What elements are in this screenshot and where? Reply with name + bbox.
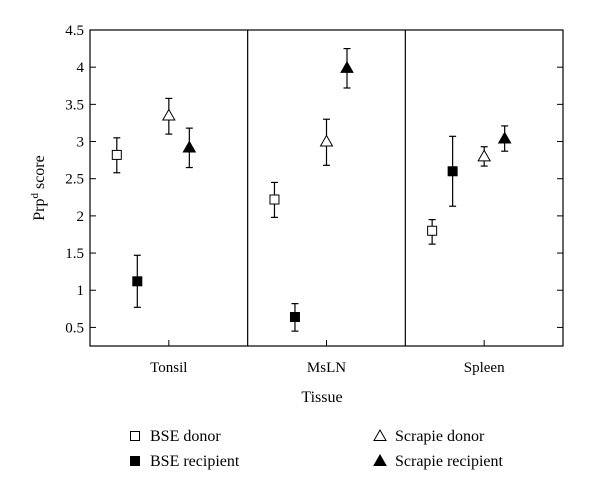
series-scrapie-recipient [182, 47, 512, 169]
data-point [289, 312, 300, 323]
data-point [340, 60, 354, 73]
data-point [427, 225, 438, 236]
legend-item: Scrapie donor [373, 428, 485, 445]
series-bse-recipient [132, 135, 458, 332]
data-point [161, 108, 176, 121]
y-tick-label: 0.5 [65, 320, 84, 336]
legend-item: BSE recipient [130, 453, 240, 470]
y-tick-label: 1 [77, 283, 85, 299]
y-tick-label: 3 [77, 135, 85, 151]
y-tick-label: 2 [77, 209, 85, 225]
data-point [111, 149, 122, 160]
y-axis: 0.5 1 1.5 2 2.5 3 3.5 4 4.5 [65, 23, 563, 336]
legend: BSE donor BSE recipient Scrapie donor Scrap… [130, 428, 504, 470]
legend-item: Scrapie recipient [373, 453, 504, 470]
data-point [319, 134, 334, 147]
legend-marker [373, 453, 387, 466]
x-tick-label: Tonsil [150, 360, 187, 376]
y-tick-label: 3.5 [65, 97, 84, 113]
legend-item: BSE donor [130, 428, 221, 445]
y-axis-title-base: Prp [31, 199, 48, 221]
series-scrapie-donor [161, 97, 492, 167]
data-point [497, 131, 512, 144]
data-point [269, 194, 280, 205]
data-points [111, 47, 512, 332]
legend-marker [373, 428, 387, 441]
legend-label: BSE donor [150, 428, 221, 445]
plot-border [89, 29, 564, 347]
data-point [132, 276, 143, 287]
y-axis-title: Prpd score [29, 155, 48, 221]
y-axis-title-superscript: d [29, 193, 41, 199]
legend-label: BSE recipient [150, 453, 240, 470]
y-tick-label: 1.5 [65, 246, 84, 262]
series-bse-donor [111, 137, 438, 245]
data-point [477, 149, 492, 162]
legend-marker [130, 456, 140, 466]
legend-label: Scrapie recipient [395, 453, 504, 470]
data-point [447, 166, 458, 177]
plot-frame [89, 29, 564, 347]
x-axis: Tonsil MsLN Spleen [150, 340, 505, 376]
y-tick-label: 2.5 [65, 172, 84, 188]
legend-label: Scrapie donor [395, 428, 485, 445]
x-tick-label: MsLN [307, 360, 346, 376]
y-tick-label: 4.5 [65, 23, 84, 39]
y-axis-title-rest: score [31, 155, 48, 193]
x-axis-title: Tissue [301, 389, 342, 406]
x-tick-label: Spleen [464, 360, 505, 376]
y-tick-label: 4 [77, 60, 85, 76]
data-point [182, 140, 197, 153]
legend-marker [130, 431, 140, 441]
